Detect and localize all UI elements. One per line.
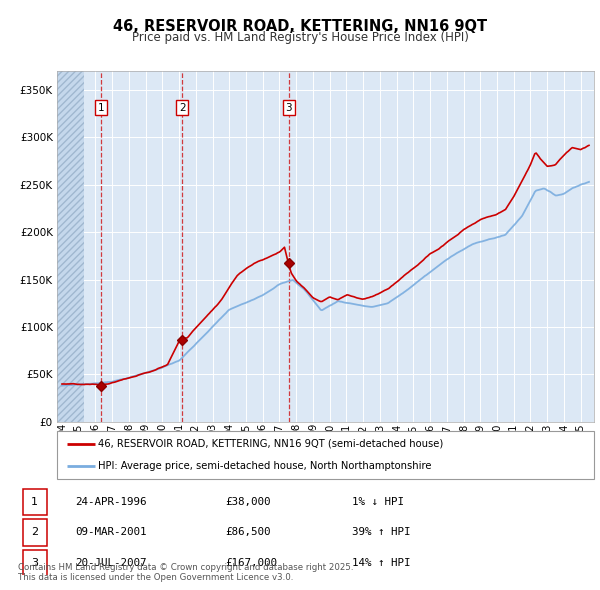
Text: 2: 2 (179, 103, 185, 113)
Text: 20-JUL-2007: 20-JUL-2007 (76, 558, 147, 568)
Text: £86,500: £86,500 (226, 527, 271, 537)
Text: Price paid vs. HM Land Registry's House Price Index (HPI): Price paid vs. HM Land Registry's House … (131, 31, 469, 44)
Text: 2: 2 (31, 527, 38, 537)
Text: 46, RESERVOIR ROAD, KETTERING, NN16 9QT (semi-detached house): 46, RESERVOIR ROAD, KETTERING, NN16 9QT … (98, 439, 443, 449)
Text: 09-MAR-2001: 09-MAR-2001 (76, 527, 147, 537)
Text: 24-APR-1996: 24-APR-1996 (76, 497, 147, 507)
Bar (57, 71, 84, 422)
Text: 3: 3 (286, 103, 292, 113)
FancyBboxPatch shape (23, 489, 47, 515)
FancyBboxPatch shape (23, 519, 47, 546)
FancyBboxPatch shape (57, 431, 594, 479)
Text: Contains HM Land Registry data © Crown copyright and database right 2025.
This d: Contains HM Land Registry data © Crown c… (18, 563, 353, 582)
Text: 14% ↑ HPI: 14% ↑ HPI (352, 558, 410, 568)
Text: 1: 1 (97, 103, 104, 113)
Text: 1% ↓ HPI: 1% ↓ HPI (352, 497, 404, 507)
Text: £167,000: £167,000 (226, 558, 277, 568)
Text: 3: 3 (31, 558, 38, 568)
Text: 46, RESERVOIR ROAD, KETTERING, NN16 9QT: 46, RESERVOIR ROAD, KETTERING, NN16 9QT (113, 19, 487, 34)
Text: HPI: Average price, semi-detached house, North Northamptonshire: HPI: Average price, semi-detached house,… (98, 461, 432, 471)
FancyBboxPatch shape (23, 550, 47, 576)
Text: 1: 1 (31, 497, 38, 507)
Text: 39% ↑ HPI: 39% ↑ HPI (352, 527, 410, 537)
Text: £38,000: £38,000 (226, 497, 271, 507)
